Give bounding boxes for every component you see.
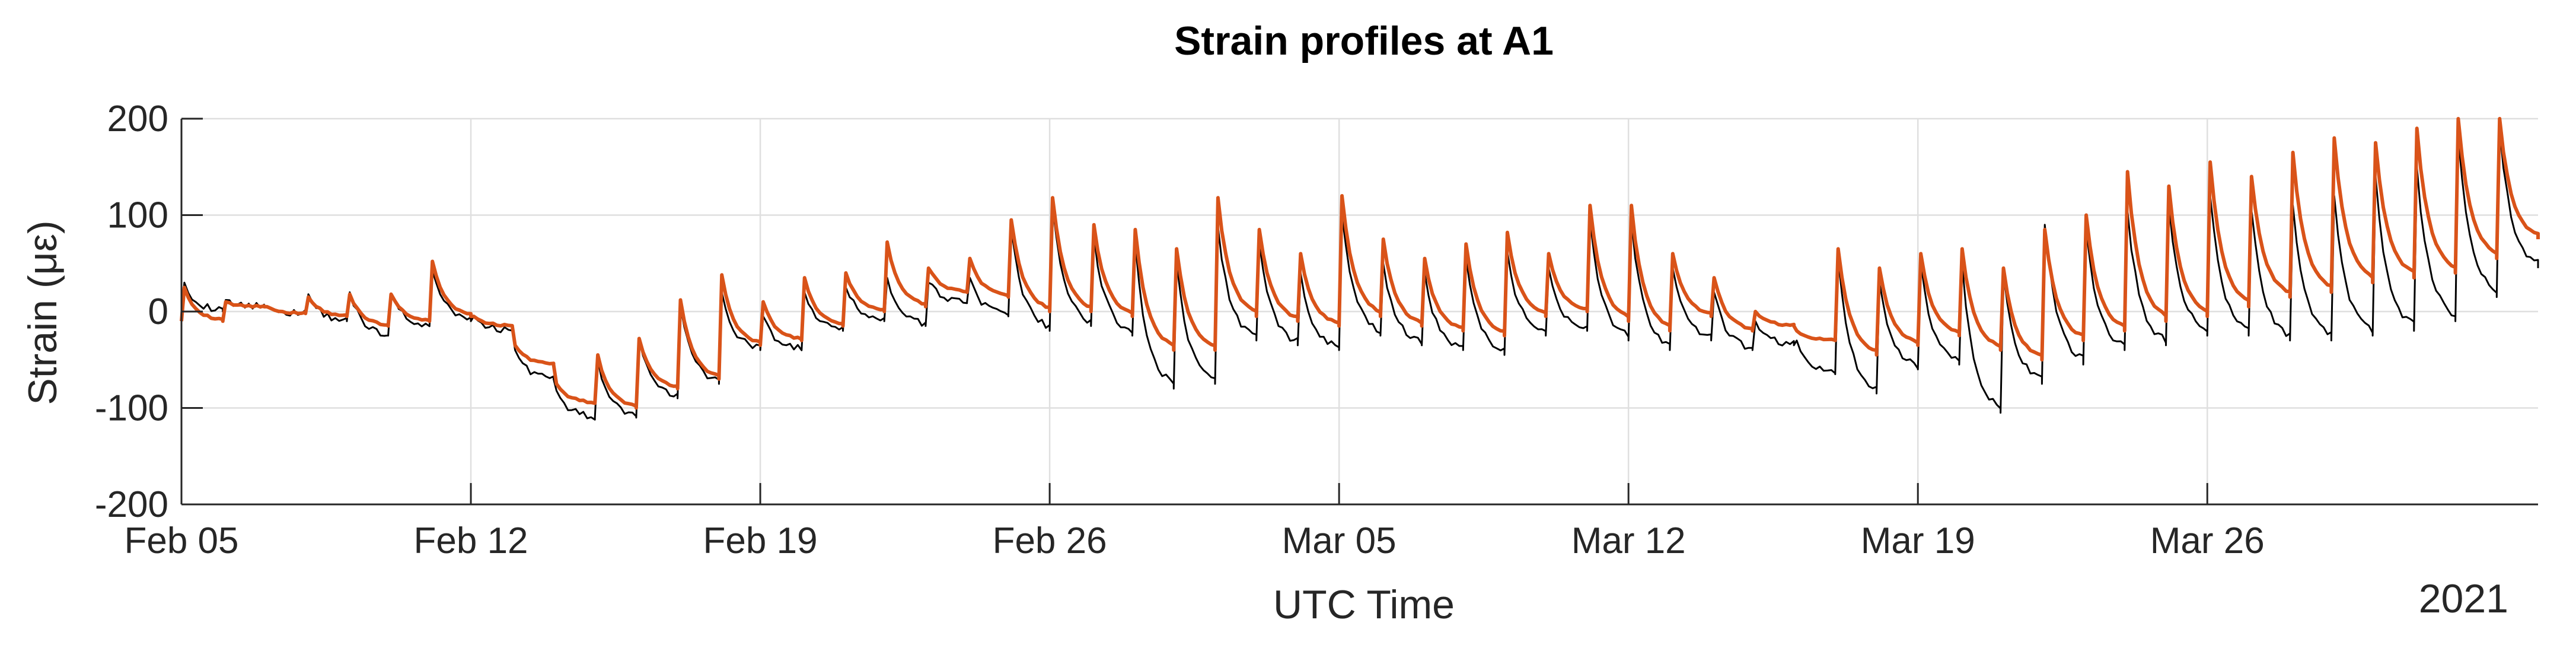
gridlines <box>180 117 2538 506</box>
chart-title: Strain profiles at A1 <box>1174 18 1554 63</box>
series-line-1 <box>180 127 2539 421</box>
y-tick-label: 100 <box>107 195 168 236</box>
year-label: 2021 <box>2419 576 2508 621</box>
x-tick-label: Feb 26 <box>993 520 1107 561</box>
x-tick-label: Mar 19 <box>1861 520 1975 561</box>
tick-labels: -200 -100 0 100 200 Feb 05 Feb 12 Feb 19 Feb 26 M… <box>95 99 2265 561</box>
x-tick-label: Mar 05 <box>1282 520 1397 561</box>
y-tick-label: -100 <box>95 388 168 429</box>
x-axis-label: UTC Time <box>1273 582 1455 627</box>
x-tick-label: Mar 12 <box>1571 520 1686 561</box>
y-tick-label: 200 <box>107 99 168 139</box>
series-line-2 <box>180 117 2540 410</box>
y-tick-label: 0 <box>148 291 168 332</box>
y-tick-label: -200 <box>95 484 168 525</box>
x-tick-label: Feb 19 <box>703 520 818 561</box>
x-tick-label: Feb 05 <box>124 520 238 561</box>
x-tick-label: Feb 12 <box>414 520 528 561</box>
y-axis-label: Strain (με) <box>20 220 65 405</box>
x-tick-label: Mar 26 <box>2150 520 2265 561</box>
series-layer <box>180 117 2540 421</box>
axes <box>180 117 2538 506</box>
